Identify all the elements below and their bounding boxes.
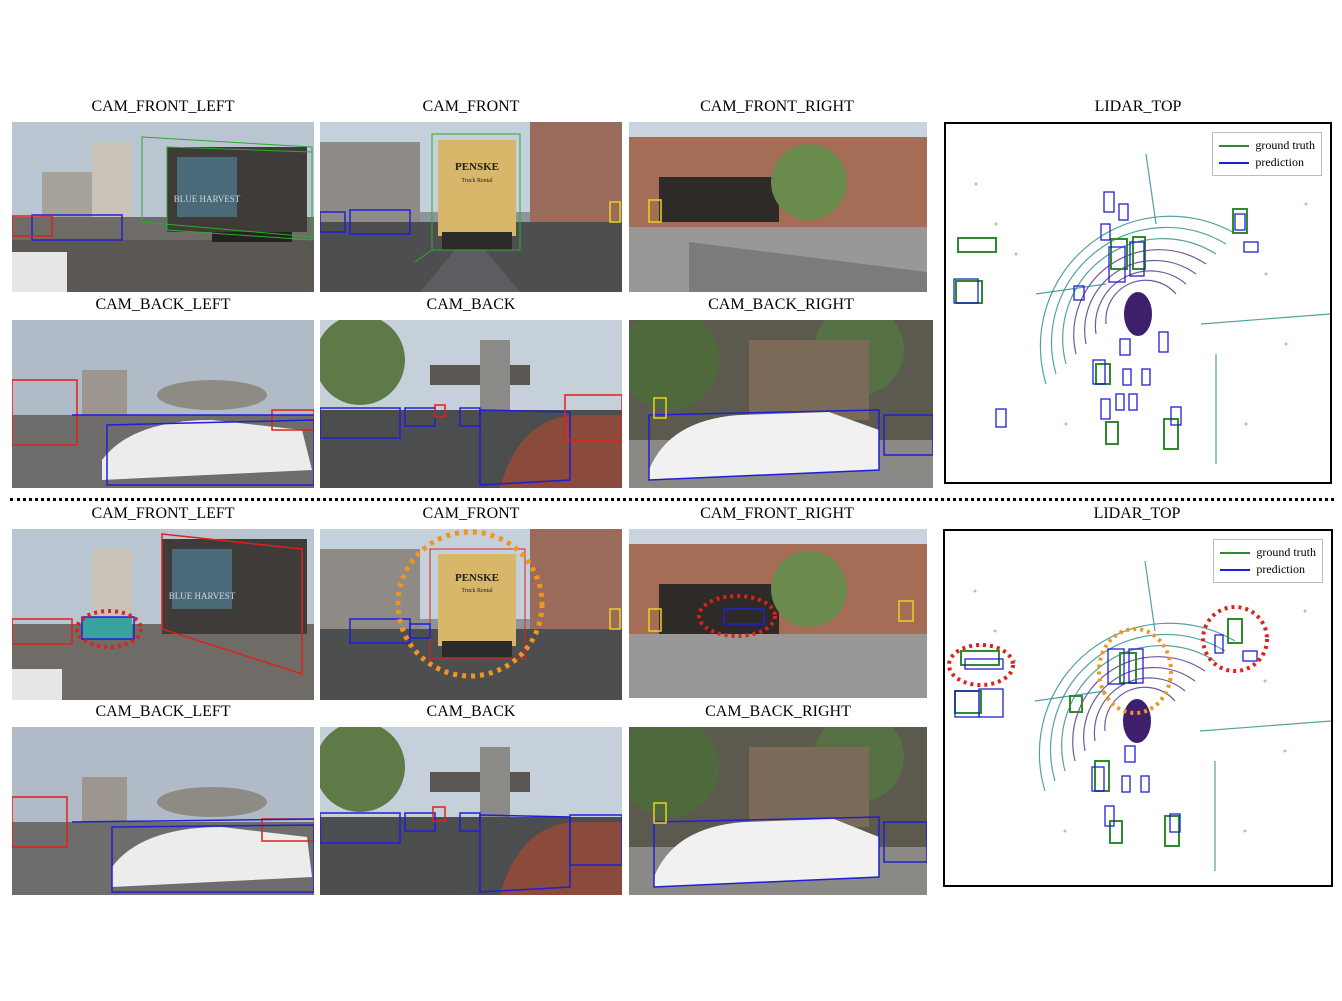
cam-label: CAM_FRONT_LEFT — [91, 98, 235, 115]
legend: ground truth prediction — [1212, 132, 1322, 176]
truck-sub-text: Truck Rental — [461, 178, 493, 184]
legend-label: ground truth — [1255, 138, 1315, 152]
cam-back-left-image — [12, 727, 314, 895]
cam-label: CAM_FRONT_LEFT — [91, 505, 235, 522]
truck-brand-text: PENSKE — [455, 161, 499, 173]
attention-highlight — [1097, 627, 1173, 715]
ground-truth-swatch — [1220, 551, 1251, 554]
legend-item-ground-truth: ground truth — [1219, 137, 1315, 154]
legend-label: prediction — [1256, 562, 1305, 576]
legend-item-prediction: prediction — [1219, 154, 1315, 171]
cam-label: CAM_BACK_LEFT — [95, 703, 231, 720]
lidar-point-cloud — [953, 153, 1330, 464]
cam-label: CAM_BACK — [426, 703, 516, 720]
legend: ground truth prediction — [1213, 539, 1323, 583]
cam-front-right-image — [629, 529, 927, 698]
cam-label: CAM_BACK — [426, 296, 516, 313]
cam-label: CAM_BACK_RIGHT — [708, 296, 854, 313]
legend-label: ground truth — [1256, 545, 1316, 559]
trailer-text: BLUE HARVEST — [169, 591, 236, 601]
lidar-top-bev: ground truth prediction — [944, 122, 1332, 484]
lidar-point-cloud — [947, 560, 1331, 871]
legend-item-prediction: prediction — [1220, 561, 1316, 578]
lidar-label: LIDAR_TOP — [1094, 98, 1182, 115]
missed-detection-highlight — [75, 609, 143, 649]
cam-front-image: PENSKE Truck Rental — [320, 529, 622, 700]
truck-brand-text: PENSKE — [455, 572, 499, 584]
cam-label: CAM_FRONT — [422, 505, 520, 522]
cam-back-right-image — [629, 727, 927, 895]
trailer-text: BLUE HARVEST — [174, 194, 241, 204]
cam-label: CAM_FRONT_RIGHT — [700, 98, 854, 115]
cam-back-image — [320, 320, 622, 488]
cam-back-left-image — [12, 320, 314, 488]
attention-highlight — [395, 529, 545, 679]
cam-front-left-image: BLUE HARVEST — [12, 529, 314, 700]
cam-front-image: PENSKE Truck Rental — [320, 122, 622, 292]
missed-detection-highlight — [947, 643, 1015, 687]
missed-detection-highlight — [697, 594, 777, 638]
prediction-swatch — [1219, 161, 1250, 164]
cam-back-image — [320, 727, 622, 895]
cam-label: CAM_BACK_LEFT — [95, 296, 231, 313]
legend-item-ground-truth: ground truth — [1220, 544, 1316, 561]
lidar-label: LIDAR_TOP — [1093, 505, 1181, 522]
truck-sub-text: Truck Rental — [461, 588, 493, 594]
legend-label: prediction — [1255, 155, 1304, 169]
cam-label: CAM_FRONT — [422, 98, 520, 115]
cam-label: CAM_BACK_RIGHT — [705, 703, 851, 720]
panel-divider — [10, 498, 1334, 501]
cam-label: CAM_FRONT_RIGHT — [700, 505, 854, 522]
cam-front-left-image: BLUE HARVEST — [12, 122, 314, 292]
cam-back-right-image — [629, 320, 933, 488]
prediction-swatch — [1220, 568, 1251, 571]
ground-truth-swatch — [1219, 144, 1250, 147]
missed-detection-highlight — [1201, 605, 1269, 673]
cam-front-right-image — [629, 122, 927, 292]
lidar-top-bev: ground truth prediction — [943, 529, 1333, 887]
